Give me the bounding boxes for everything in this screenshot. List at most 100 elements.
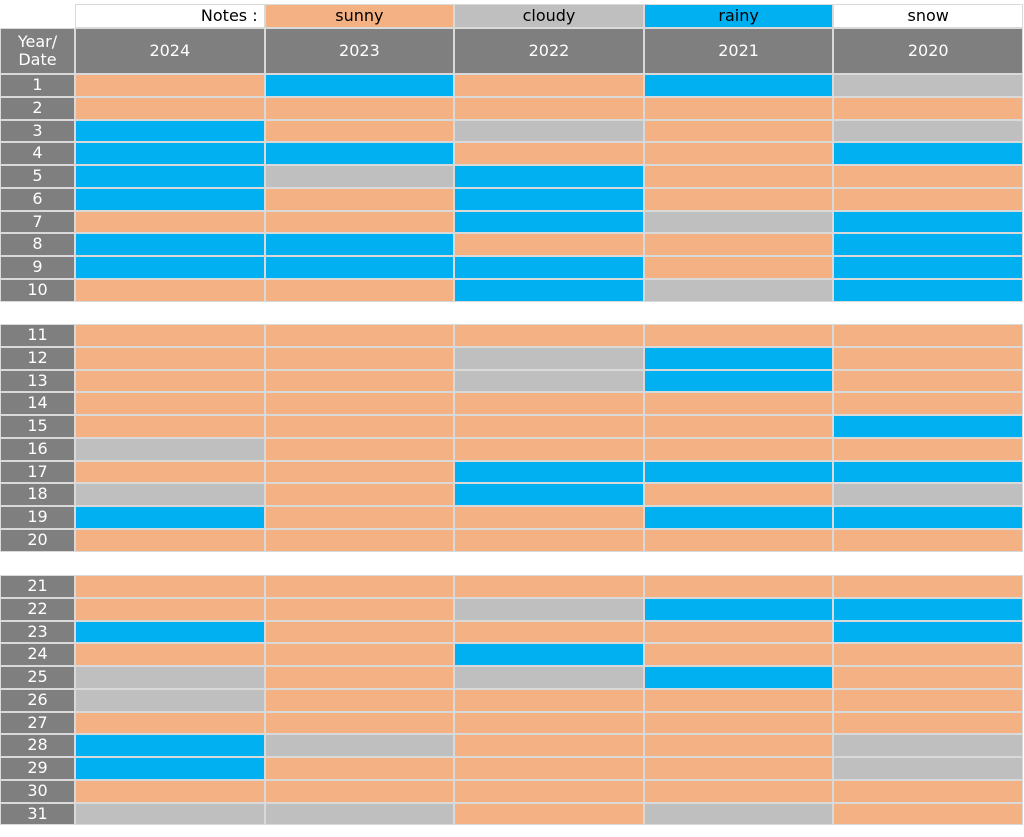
- weather-cell: [643, 142, 834, 165]
- weather-cell: [75, 392, 265, 415]
- weather-cell: [75, 688, 265, 712]
- weather-cell: [264, 597, 455, 621]
- year-header: 2020: [833, 28, 1023, 74]
- weather-cell: [454, 165, 644, 188]
- day-label: 2: [0, 96, 75, 120]
- weather-cell: [833, 187, 1023, 211]
- weather-cell: [75, 415, 265, 438]
- weather-cell: [264, 711, 455, 735]
- weather-cell: [643, 802, 834, 826]
- weather-cell: [264, 74, 455, 97]
- weather-cell: [75, 802, 265, 826]
- day-label: 13: [0, 369, 75, 393]
- weather-cell: [264, 96, 455, 120]
- weather-cell: [75, 437, 265, 461]
- weather-cell: [75, 74, 265, 97]
- weather-cell: [264, 119, 455, 143]
- weather-cell: [833, 620, 1023, 644]
- weather-cell: [454, 711, 644, 735]
- weather-cell: [643, 165, 834, 188]
- weather-cell: [643, 233, 834, 256]
- weather-cell: [75, 528, 265, 552]
- weather-cell: [833, 392, 1023, 415]
- weather-cell: [264, 324, 455, 347]
- day-label: 24: [0, 643, 75, 666]
- weather-cell: [833, 757, 1023, 780]
- weather-cell: [643, 483, 834, 506]
- weather-cell: [264, 278, 455, 302]
- weather-cell: [643, 620, 834, 644]
- weather-cell: [833, 483, 1023, 506]
- day-label: 26: [0, 688, 75, 712]
- weather-cell: [264, 187, 455, 211]
- weather-cell: [643, 278, 834, 302]
- weather-cell: [833, 779, 1023, 803]
- weather-cell: [75, 483, 265, 506]
- weather-cell: [833, 575, 1023, 598]
- weather-cell: [643, 643, 834, 666]
- weather-cell: [454, 415, 644, 438]
- weather-cell: [264, 256, 455, 279]
- weather-cell: [643, 210, 834, 234]
- weather-cell: [833, 233, 1023, 256]
- weather-cell: [454, 575, 644, 598]
- weather-cell: [833, 711, 1023, 735]
- weather-cell: [454, 506, 644, 529]
- weather-cell: [454, 779, 644, 803]
- weather-cell: [264, 757, 455, 780]
- day-label: 23: [0, 620, 75, 644]
- weather-cell: [833, 802, 1023, 826]
- weather-cell: [75, 666, 265, 689]
- weather-cell: [75, 346, 265, 370]
- weather-cell: [264, 483, 455, 506]
- weather-cell: [75, 256, 265, 279]
- weather-cell: [264, 392, 455, 415]
- weather-cell: [833, 437, 1023, 461]
- weather-cell: [75, 233, 265, 256]
- weather-cell: [833, 460, 1023, 484]
- day-label: 6: [0, 187, 75, 211]
- weather-cell: [75, 165, 265, 188]
- weather-cell: [454, 643, 644, 666]
- weather-cell: [454, 233, 644, 256]
- weather-cell: [454, 392, 644, 415]
- weather-cell: [643, 666, 834, 689]
- day-label: 30: [0, 779, 75, 803]
- weather-cell: [454, 757, 644, 780]
- weather-cell: [75, 460, 265, 484]
- weather-cell: [264, 165, 455, 188]
- weather-cell: [643, 74, 834, 97]
- day-label: 29: [0, 757, 75, 780]
- day-label: 31: [0, 802, 75, 826]
- weather-cell: [454, 278, 644, 302]
- day-label: 16: [0, 437, 75, 461]
- weather-cell: [454, 528, 644, 552]
- weather-cell: [643, 506, 834, 529]
- weather-cell: [264, 643, 455, 666]
- day-label: 17: [0, 460, 75, 484]
- weather-cell: [643, 711, 834, 735]
- day-label: 15: [0, 415, 75, 438]
- day-label: 3: [0, 119, 75, 143]
- weather-cell: [454, 210, 644, 234]
- weather-cell: [454, 324, 644, 347]
- weather-cell: [454, 620, 644, 644]
- day-label: 8: [0, 233, 75, 256]
- weather-cell: [454, 96, 644, 120]
- weather-cell: [643, 187, 834, 211]
- weather-cell: [75, 119, 265, 143]
- year-header: 2023: [264, 28, 455, 74]
- weather-cell: [75, 643, 265, 666]
- day-label: 19: [0, 506, 75, 529]
- weather-cell: [833, 528, 1023, 552]
- weather-cell: [454, 119, 644, 143]
- weather-cell: [833, 142, 1023, 165]
- weather-cell: [643, 597, 834, 621]
- weather-cell: [833, 210, 1023, 234]
- legend-item: cloudy: [454, 4, 644, 28]
- corner-header: Year/ Date: [0, 28, 75, 74]
- weather-cell: [833, 643, 1023, 666]
- weather-cell: [264, 460, 455, 484]
- weather-cell: [833, 346, 1023, 370]
- weather-cell: [75, 96, 265, 120]
